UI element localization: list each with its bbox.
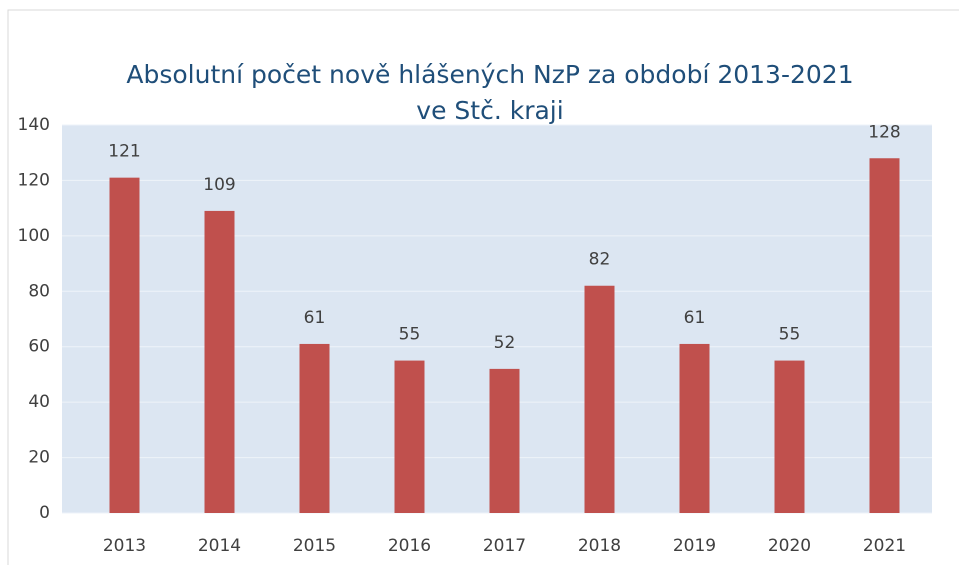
data-label: 61 (684, 308, 706, 328)
bar (774, 360, 805, 513)
y-tick-label: 100 (18, 226, 50, 246)
y-tick-label: 40 (28, 392, 50, 412)
bar (394, 360, 425, 513)
x-tick-label: 2019 (673, 536, 716, 556)
x-tick-label: 2014 (198, 536, 241, 556)
data-label: 55 (779, 325, 801, 345)
data-label: 82 (589, 250, 611, 270)
y-tick-label: 80 (28, 281, 50, 301)
chart-frame (7, 9, 959, 565)
data-label: 55 (399, 325, 421, 345)
bar (489, 368, 520, 513)
bar (109, 177, 140, 513)
x-tick-label: 2013 (103, 536, 146, 556)
bar (584, 285, 615, 513)
y-tick-label: 60 (28, 337, 50, 357)
y-tick-label: 0 (39, 503, 50, 523)
data-label: 52 (494, 333, 516, 353)
bar (869, 158, 900, 513)
bar (204, 210, 235, 513)
bar (679, 343, 710, 513)
data-label: 109 (203, 175, 235, 195)
y-tick-label: 120 (18, 170, 50, 190)
x-tick-label: 2021 (863, 536, 906, 556)
x-tick-label: 2015 (293, 536, 336, 556)
x-tick-label: 2016 (388, 536, 431, 556)
bar (299, 343, 330, 513)
x-tick-label: 2020 (768, 536, 811, 556)
y-tick-label: 20 (28, 448, 50, 468)
x-tick-label: 2018 (578, 536, 621, 556)
data-label: 61 (304, 308, 326, 328)
data-label: 121 (108, 142, 140, 162)
y-tick-label: 140 (18, 115, 50, 135)
x-tick-label: 2017 (483, 536, 526, 556)
chart-title: Absolutní počet nově hlášených NzP za ob… (126, 60, 853, 89)
chart-title: ve Stč. kraji (416, 96, 563, 125)
data-label: 128 (868, 122, 900, 142)
